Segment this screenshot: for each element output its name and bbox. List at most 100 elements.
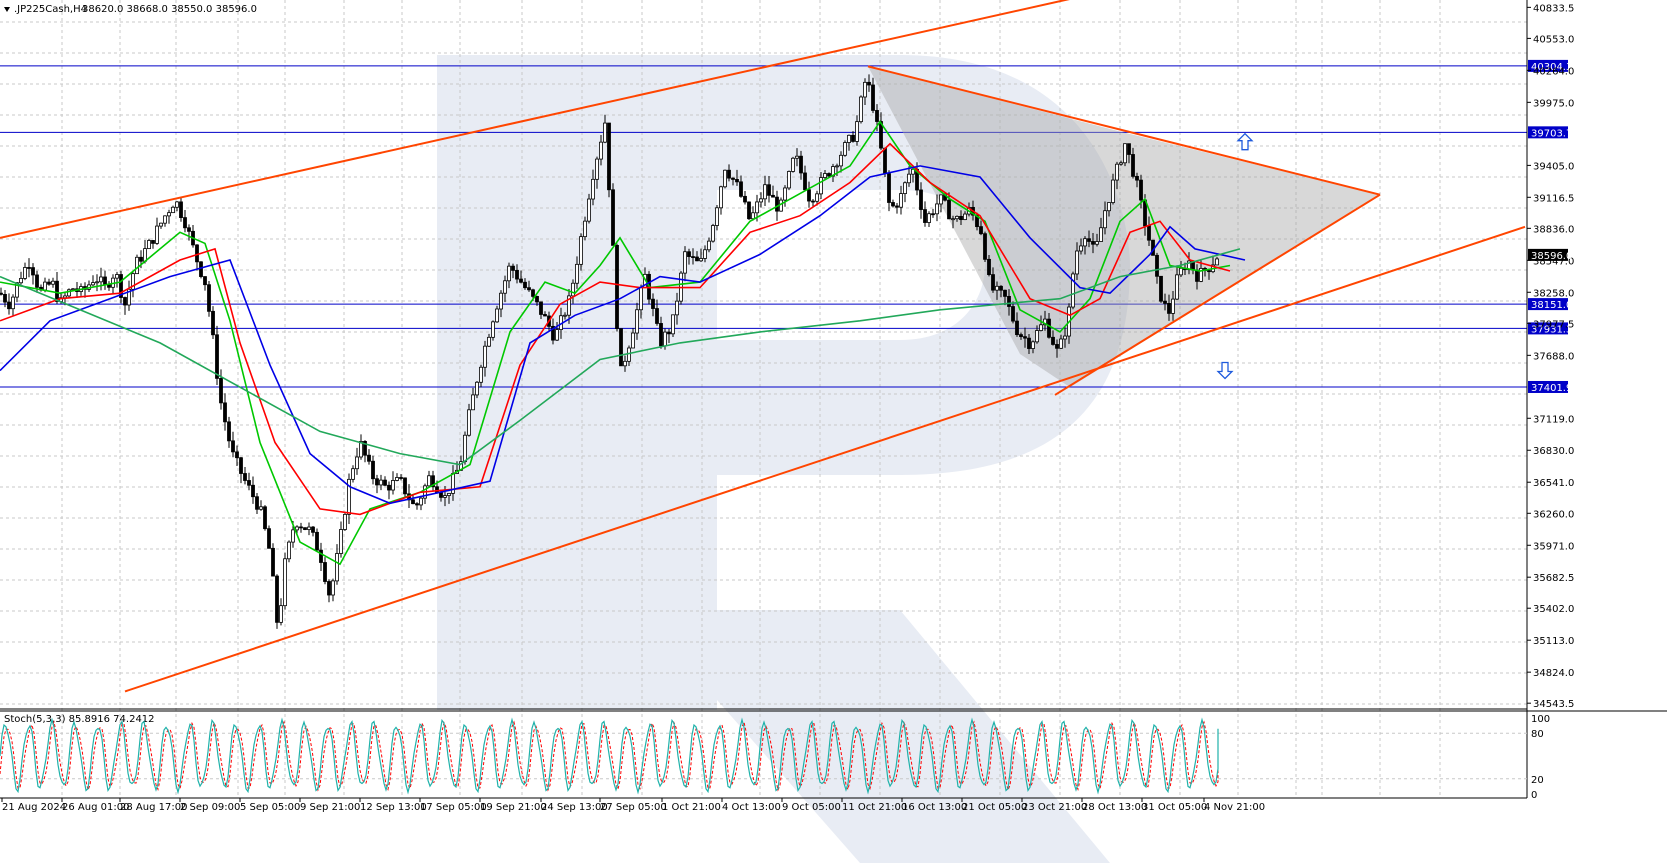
candle-body xyxy=(659,323,663,347)
candle-body xyxy=(255,496,259,510)
candle-body xyxy=(15,282,19,298)
candle-body xyxy=(443,495,447,498)
candle-body xyxy=(323,562,327,582)
candle-body xyxy=(995,285,999,291)
candle-body xyxy=(467,409,471,436)
candle-body xyxy=(931,213,935,216)
candle-body xyxy=(1027,337,1031,349)
candle-body xyxy=(991,274,995,291)
candle-body xyxy=(439,492,443,498)
candle-body xyxy=(515,269,519,280)
candle-body xyxy=(691,256,695,258)
candle-body xyxy=(1111,179,1115,203)
candle-body xyxy=(163,215,167,224)
candle-body xyxy=(351,468,355,480)
candle-body xyxy=(507,265,511,282)
candle-body xyxy=(603,122,607,143)
candle-body xyxy=(243,473,247,481)
candle-body xyxy=(207,284,211,312)
candle-body xyxy=(227,421,231,442)
candle-body xyxy=(951,218,955,221)
candle-body xyxy=(471,394,475,411)
candle-body xyxy=(339,529,343,554)
candle-body xyxy=(311,526,315,533)
candle-body xyxy=(119,274,123,298)
candle-body xyxy=(535,295,539,303)
candle-body xyxy=(151,240,155,244)
candle-body xyxy=(1155,254,1159,277)
candle-body xyxy=(499,292,503,310)
candle-body xyxy=(767,184,771,196)
candle-body xyxy=(411,499,415,505)
candle-body xyxy=(1023,336,1027,339)
candle-body xyxy=(787,171,791,189)
candle-body xyxy=(879,121,883,149)
candle-body xyxy=(479,366,483,383)
candle-body xyxy=(435,486,439,494)
candle-body xyxy=(523,281,527,289)
candle-body xyxy=(35,274,39,288)
candle-body xyxy=(519,278,523,283)
candle-body xyxy=(123,297,127,306)
candle-body xyxy=(127,288,131,306)
candle-body xyxy=(707,240,711,251)
time-tick-label: 17 Sep 05:00 xyxy=(420,802,487,813)
trend-line[interactable] xyxy=(1054,193,1381,396)
candle-body xyxy=(783,187,787,201)
trend-line[interactable] xyxy=(867,65,1381,196)
candle-body xyxy=(835,165,839,168)
time-tick-label: 1 Oct 21:00 xyxy=(662,802,721,813)
dropdown-triangle-icon[interactable] xyxy=(4,7,10,12)
time-tick-label: 12 Sep 13:00 xyxy=(360,802,427,813)
candle-body xyxy=(263,506,267,530)
candle-body xyxy=(723,169,727,188)
candle-body xyxy=(695,256,699,262)
candle-body xyxy=(635,309,639,334)
candle-body xyxy=(1215,258,1219,266)
candle-body xyxy=(359,441,363,458)
candle-body xyxy=(963,213,967,221)
candle-body xyxy=(1175,274,1179,300)
candle-body xyxy=(1123,143,1127,164)
candle-body xyxy=(815,193,819,202)
candle-body xyxy=(303,527,307,530)
stochastic-oscillator xyxy=(0,717,1527,795)
stoch-axis-label: 80 xyxy=(1531,729,1544,740)
candle-body xyxy=(623,360,627,367)
candle-body xyxy=(1119,162,1123,165)
candle-body xyxy=(239,457,243,474)
trend-line[interactable] xyxy=(124,225,1526,693)
candle-body xyxy=(667,331,671,335)
triangle-pattern-fill xyxy=(868,66,1380,388)
candle-body xyxy=(615,244,619,329)
candle-body xyxy=(1087,238,1091,242)
time-tick-label: 23 Oct 21:00 xyxy=(1022,802,1087,813)
candle-body xyxy=(715,207,719,226)
candle-body xyxy=(155,225,159,244)
candle-body xyxy=(595,158,599,180)
candle-body xyxy=(247,480,251,486)
candle-body xyxy=(51,280,55,285)
time-tick-label: 9 Sep 21:00 xyxy=(300,802,360,813)
candle-body xyxy=(23,267,27,279)
time-tick-label: 27 Sep 05:00 xyxy=(600,802,667,813)
price-tick-label: 34824.0 xyxy=(1533,668,1574,679)
price-tick-label: 37688.0 xyxy=(1533,351,1574,362)
candle-body xyxy=(371,460,375,480)
candle-body xyxy=(1171,298,1175,314)
candle-body xyxy=(275,575,279,623)
candle-body xyxy=(431,475,435,488)
stochastic-axis: 100 80 20 0 xyxy=(1531,714,1550,801)
candle-body xyxy=(583,220,587,238)
candle-body xyxy=(183,217,187,229)
candle-body xyxy=(1115,163,1119,181)
trend-line[interactable] xyxy=(0,0,1090,239)
candle-body xyxy=(179,201,183,218)
stoch-signal-line xyxy=(0,720,1219,792)
level-price-label: 40304.3 xyxy=(1531,62,1572,73)
candle-body xyxy=(511,265,515,271)
candle-body xyxy=(475,381,479,396)
candle-body xyxy=(187,227,191,232)
price-tick-label: 39405.0 xyxy=(1533,161,1574,172)
